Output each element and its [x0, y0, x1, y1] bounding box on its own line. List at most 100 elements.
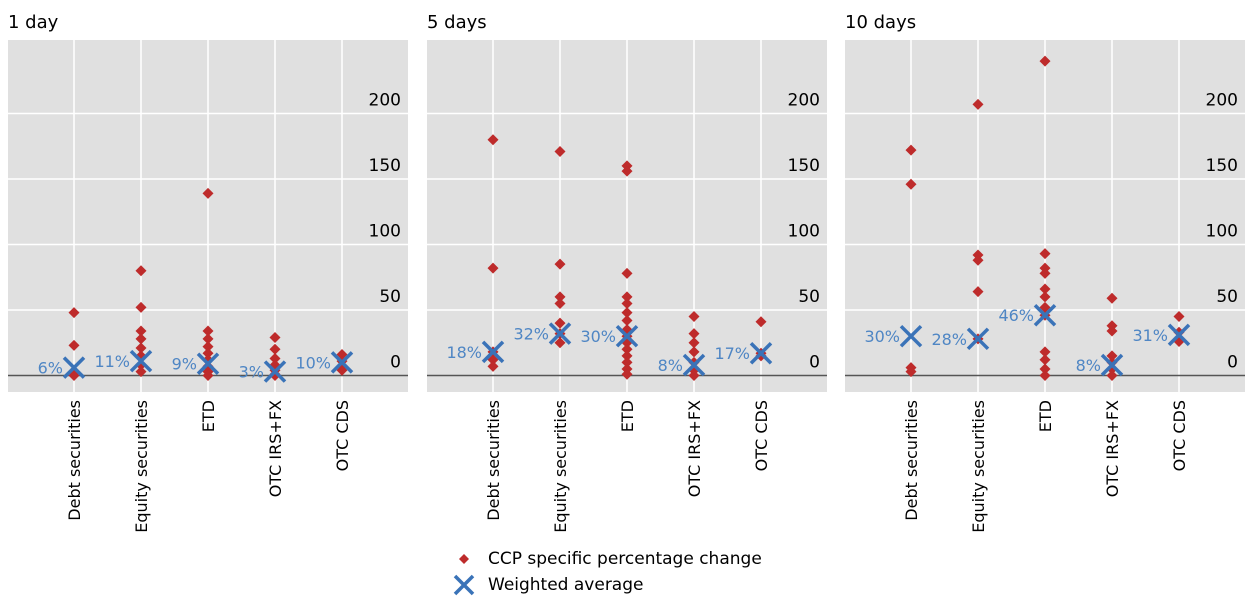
x-tick-label: OTC CDS — [333, 400, 352, 471]
weighted-average-cross — [1033, 304, 1057, 327]
data-point-diamond — [135, 265, 147, 277]
y-tick-label: 100 — [788, 222, 820, 242]
x-tick-label: Debt securities — [65, 400, 84, 521]
data-point-diamond — [905, 144, 917, 156]
data-point-diamond — [1173, 311, 1185, 323]
data-point-diamond — [755, 350, 767, 362]
data-point-diamond — [688, 370, 700, 381]
data-point-diamond — [269, 332, 281, 344]
data-point-diamond — [621, 267, 633, 279]
weighted-average-cross — [749, 341, 773, 365]
weighted-average-label: 3% — [239, 363, 264, 382]
data-point-diamond — [202, 333, 214, 345]
data-point-diamond — [202, 341, 214, 353]
y-tick-label: 50 — [1216, 287, 1238, 307]
data-point-diamond — [972, 98, 984, 110]
weighted-average-label: 17% — [714, 344, 750, 363]
weighted-average-cross — [62, 356, 86, 379]
data-point-diamond — [1039, 291, 1051, 303]
red-diamond-icon — [459, 554, 469, 564]
data-point-diamond — [554, 337, 566, 349]
y-tick-label: 50 — [798, 287, 820, 307]
weighted-average-cross — [966, 327, 990, 351]
x-tick-label: ETD — [1036, 400, 1055, 432]
y-tick-label: 100 — [369, 222, 401, 242]
panel-10-days: 10 days 0 50 100 150 200 Debt securities 30% Eq… — [845, 0, 1245, 545]
data-point-diamond — [905, 366, 917, 378]
panel-title: 1 day — [8, 12, 59, 33]
x-tick-label: OTC IRS+FX — [685, 400, 704, 497]
weighted-average-label: 11% — [94, 352, 130, 371]
panel-title: 5 days — [427, 12, 487, 33]
legend-item-ccp: CCP specific percentage change — [452, 546, 762, 572]
weighted-average-cross — [263, 360, 287, 383]
legend: CCP specific percentage change Weighted … — [452, 546, 762, 598]
weighted-average-label: 9% — [172, 355, 197, 374]
x-tick-label: Equity securities — [132, 400, 151, 533]
y-tick-label: 200 — [788, 91, 820, 111]
data-point-diamond — [554, 145, 566, 157]
data-point-diamond — [1039, 248, 1051, 260]
x-tick-label: Equity securities — [551, 400, 570, 533]
x-tick-label: Debt securities — [484, 400, 503, 521]
weighted-average-label: 8% — [1076, 356, 1101, 375]
weighted-average-cross — [196, 352, 220, 375]
legend-label: CCP specific percentage change — [488, 549, 762, 569]
chart-plot: 0 50 100 150 200 Debt securities 30% Equity sec… — [845, 40, 1245, 533]
weighted-average-cross — [899, 324, 923, 348]
data-point-diamond — [135, 342, 147, 354]
data-point-diamond — [269, 352, 281, 364]
x-tick-label: ETD — [618, 400, 637, 432]
weighted-average-cross — [129, 349, 153, 373]
x-tick-label: OTC IRS+FX — [266, 400, 285, 497]
weighted-average-label: 30% — [580, 327, 616, 346]
x-tick-label: Debt securities — [902, 400, 921, 521]
y-tick-label: 200 — [1206, 91, 1238, 111]
weighted-average-label: 30% — [864, 327, 900, 346]
y-tick-label: 0 — [809, 353, 820, 373]
panel-5-days: 5 days 0 50 100 150 200 Debt securities 18% Equ… — [427, 0, 827, 545]
data-point-diamond — [688, 337, 700, 349]
data-point-diamond — [68, 339, 80, 351]
data-point-diamond — [621, 350, 633, 362]
data-point-diamond — [1106, 325, 1118, 337]
y-tick-label: 150 — [788, 156, 820, 176]
y-tick-label: 100 — [1206, 222, 1238, 242]
data-point-diamond — [202, 325, 214, 337]
data-point-diamond — [688, 311, 700, 323]
weighted-average-cross — [682, 353, 706, 377]
data-point-diamond — [554, 317, 566, 329]
x-tick-label: OTC CDS — [752, 400, 771, 471]
y-tick-label: 0 — [390, 353, 401, 373]
data-point-diamond — [1039, 55, 1051, 67]
data-point-diamond — [487, 134, 499, 146]
weighted-average-cross — [1100, 353, 1124, 377]
data-point-diamond — [487, 262, 499, 274]
weighted-average-cross — [615, 324, 639, 348]
data-point-diamond — [202, 347, 214, 359]
legend-label: Weighted average — [488, 575, 644, 595]
data-point-diamond — [972, 254, 984, 266]
weighted-average-label: 31% — [1132, 326, 1168, 345]
data-point-diamond — [68, 307, 80, 319]
data-point-diamond — [621, 314, 633, 326]
weighted-average-label: 6% — [38, 359, 63, 378]
data-point-diamond — [1039, 354, 1051, 366]
weighted-average-cross — [330, 351, 354, 374]
data-point-diamond — [688, 346, 700, 358]
data-point-diamond — [135, 333, 147, 345]
weighted-average-label: 8% — [658, 356, 683, 375]
data-point-diamond — [1106, 370, 1118, 381]
y-tick-label: 50 — [379, 287, 401, 307]
data-point-diamond — [1039, 370, 1051, 381]
data-point-diamond — [135, 366, 147, 378]
data-point-diamond — [1039, 267, 1051, 279]
y-tick-label: 0 — [1227, 353, 1238, 373]
data-point-diamond — [621, 291, 633, 303]
y-tick-label: 150 — [1206, 156, 1238, 176]
data-point-diamond — [972, 286, 984, 298]
data-point-diamond — [554, 258, 566, 270]
data-point-diamond — [1106, 356, 1118, 368]
data-point-diamond — [621, 368, 633, 380]
data-point-diamond — [688, 356, 700, 368]
